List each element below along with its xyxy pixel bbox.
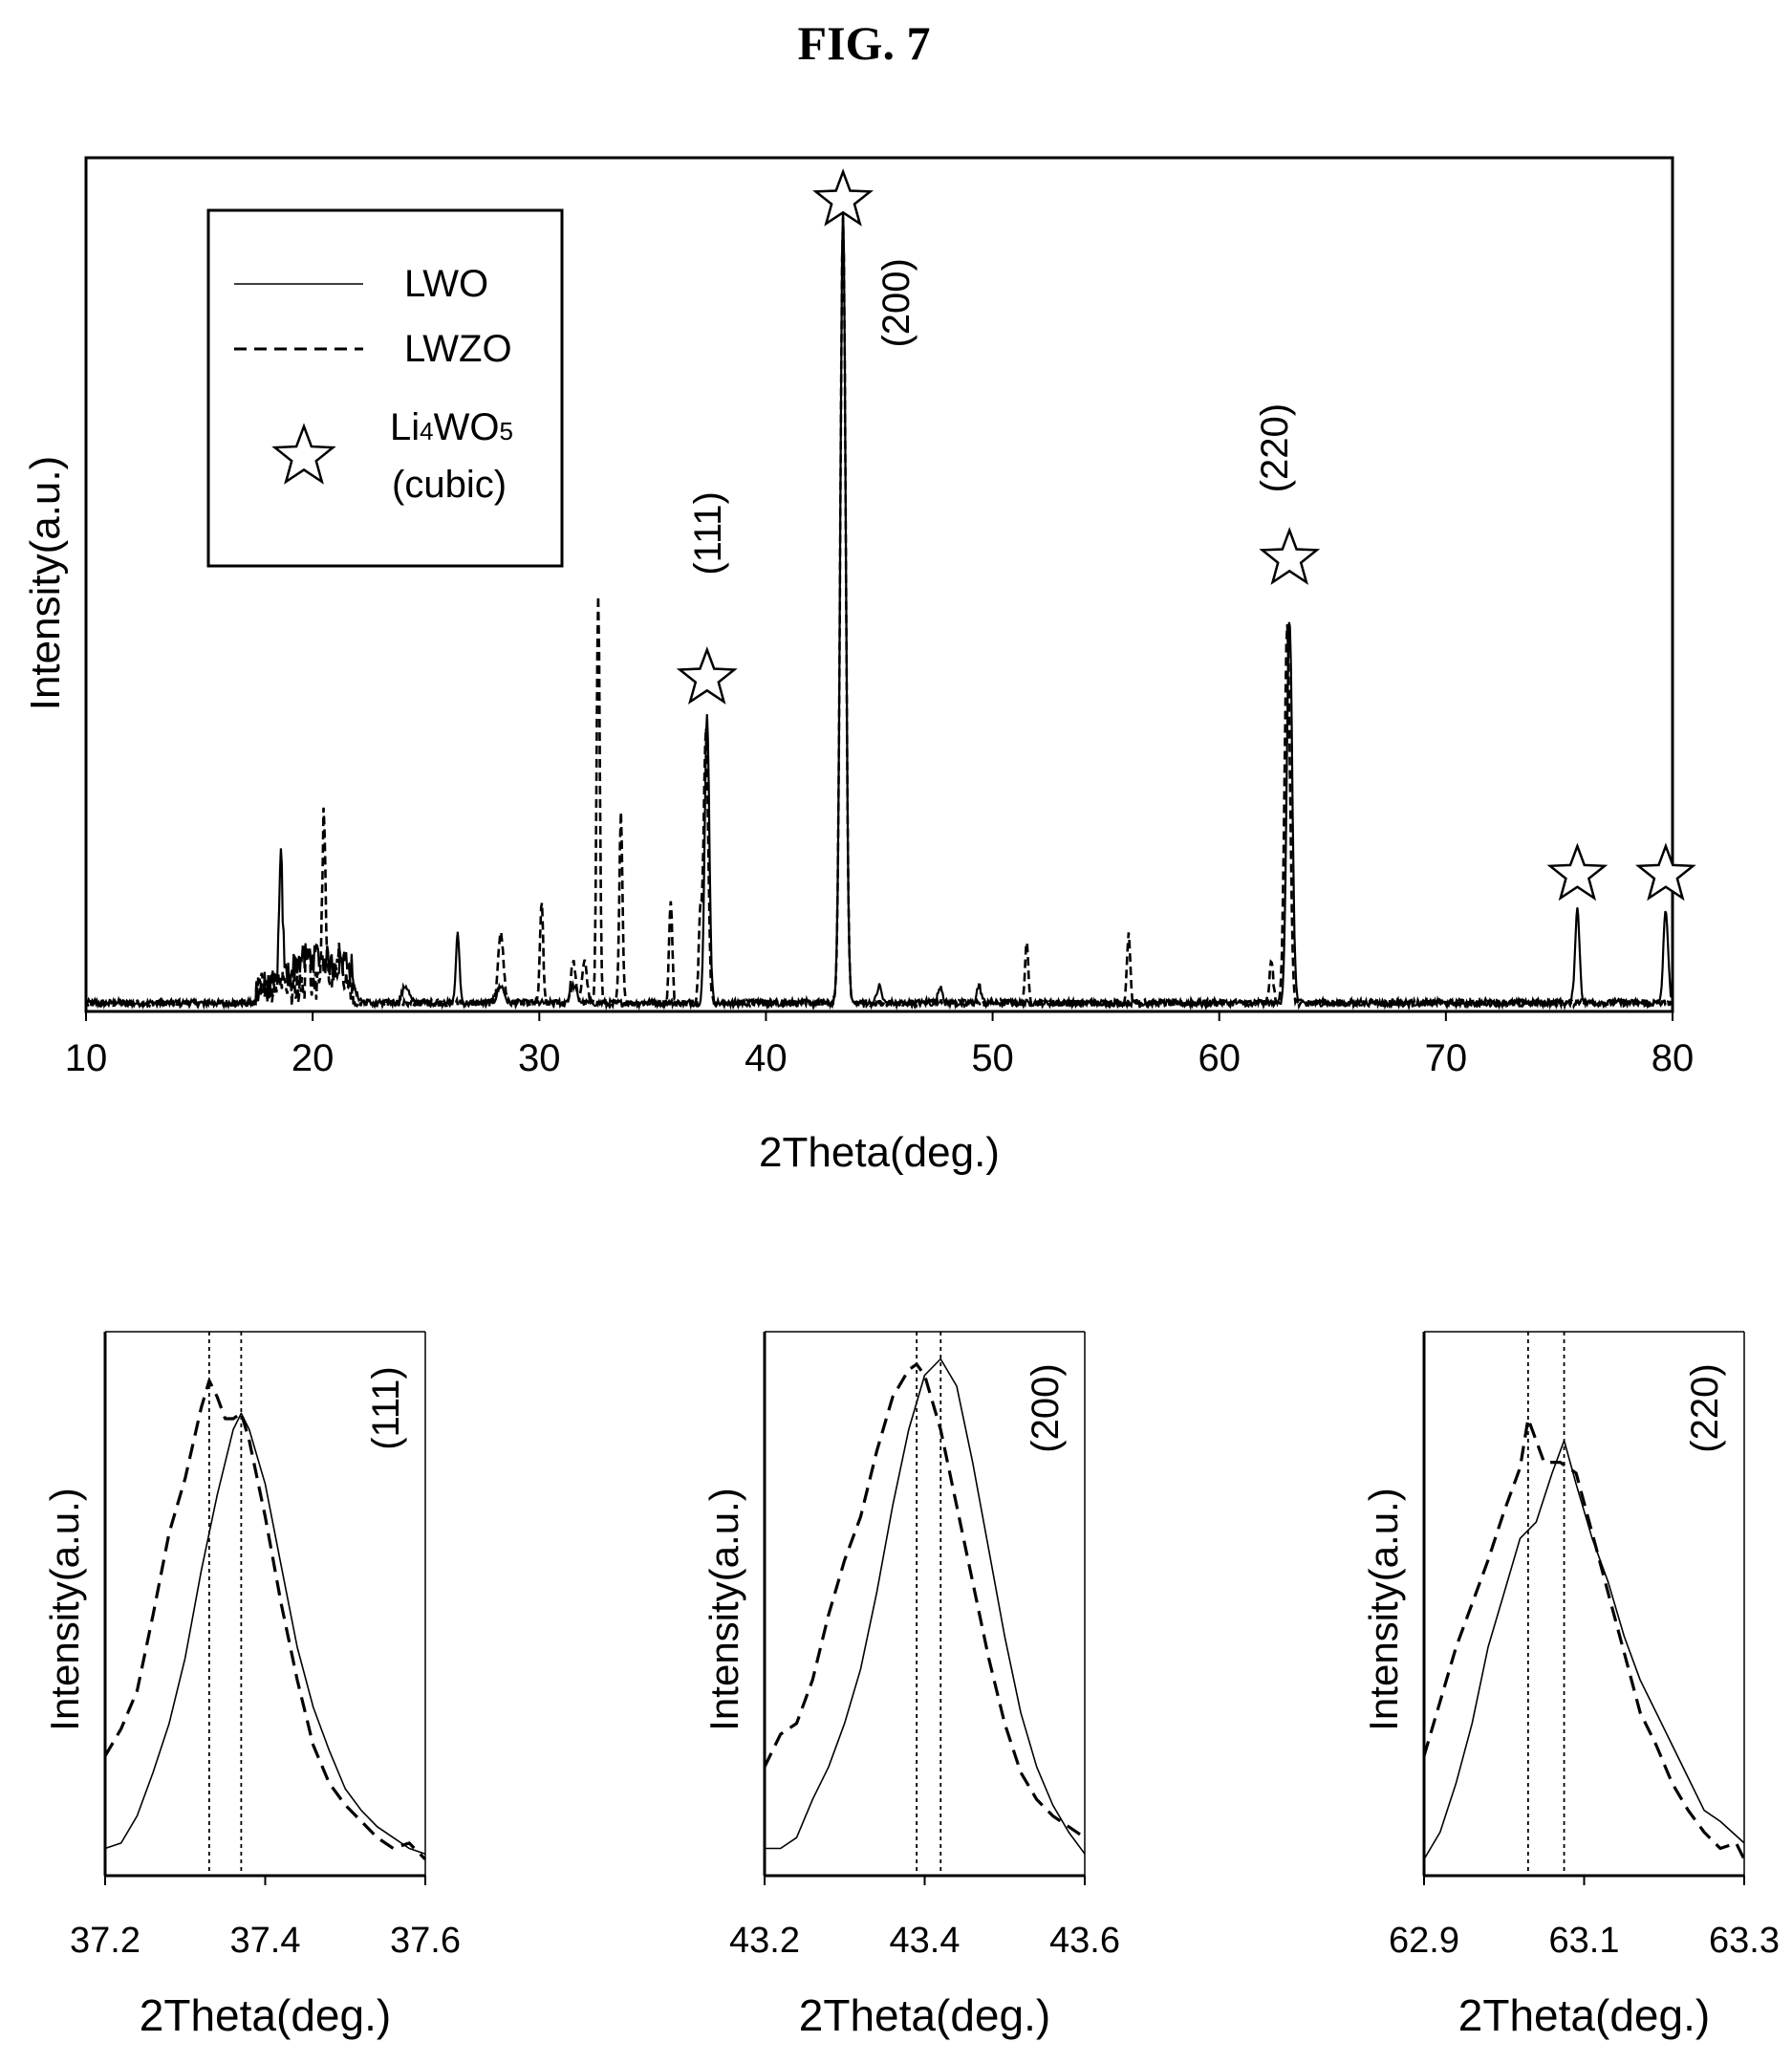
- x-tick-label: 43.4: [890, 1921, 961, 1961]
- inset-peak-annotation: (200): [1025, 1363, 1067, 1452]
- series-line-lwzo: [103, 1379, 427, 1861]
- inset-y-axis-label: Intensity(a.u.): [1361, 1488, 1406, 1730]
- main-x-ticks: 10 20 30 40 50 60 70 80: [65, 1011, 1695, 1079]
- peak-label: (111): [687, 491, 729, 575]
- inset-y-axis-label: Intensity(a.u.): [702, 1488, 746, 1730]
- figure-title: FIG. 7: [798, 16, 931, 70]
- legend-box: [206, 208, 564, 568]
- inset-chart-111: 37.2 37.4 37.6 2Theta(deg.) Intensity(a.u.) (…: [42, 1331, 461, 2040]
- x-tick-label: 80: [1652, 1037, 1695, 1079]
- legend-label-li4wo5: Li4WO5: [390, 406, 513, 448]
- legend-star-shape: [271, 423, 336, 485]
- main-x-axis-label: 2Theta(deg.): [759, 1129, 1000, 1176]
- x-tick-label: 63.3: [1709, 1921, 1780, 1961]
- inset-chart-220: 62.9 63.1 63.3 2Theta(deg.) Intensity(a.u.) (…: [1361, 1331, 1780, 2040]
- inset-x-axis-label: 2Theta(deg.): [1458, 1990, 1710, 2040]
- series-line-lwzo: [763, 1362, 1086, 1839]
- star-marker: [812, 168, 874, 227]
- inset-peak-annotation: (111): [365, 1366, 407, 1449]
- star-marker: [1259, 527, 1321, 585]
- inset-chart-200: 43.2 43.4 43.6 2Theta(deg.) Intensity(a.u.) (…: [702, 1331, 1120, 2040]
- x-tick-label: 20: [291, 1037, 335, 1079]
- main-series: [84, 207, 1673, 1011]
- legend-label-lwzo: LWZO: [404, 328, 512, 370]
- star-marker: [676, 646, 738, 705]
- x-tick-label: 10: [65, 1037, 108, 1079]
- x-tick-label: 63.1: [1549, 1921, 1620, 1961]
- star-marker: [1635, 842, 1696, 902]
- series-line-lwzo: [85, 217, 1673, 1011]
- x-tick-label: 43.6: [1049, 1921, 1120, 1961]
- inset-x-axis-label: 2Theta(deg.): [799, 1990, 1050, 2040]
- main-star-markers: [676, 168, 1696, 902]
- x-tick-label: 60: [1198, 1037, 1241, 1079]
- series-line-lwo: [84, 207, 1673, 1010]
- peak-label: (220): [1254, 403, 1296, 492]
- peak-label: (200): [875, 258, 918, 347]
- x-tick-label: 37.2: [70, 1921, 140, 1961]
- legend-star-icon: [271, 423, 336, 485]
- x-tick-label: 37.4: [230, 1921, 301, 1961]
- main-legend: LWO LWZO Li4WO5 (cubic): [206, 208, 564, 568]
- x-tick-label: 43.2: [729, 1921, 800, 1961]
- inset-peak-annotation: (220): [1684, 1363, 1726, 1452]
- legend-label-lwo: LWO: [404, 263, 488, 305]
- x-tick-label: 62.9: [1389, 1921, 1459, 1961]
- series-line-lwo: [1423, 1440, 1745, 1860]
- series-line-lwo: [104, 1412, 426, 1855]
- x-tick-label: 40: [745, 1037, 788, 1079]
- main-chart: 10 20 30 40 50 60 70 80 (111) (200) (220) 2Theta(…: [22, 156, 1696, 1176]
- main-peak-labels: (111) (200) (220): [687, 258, 1296, 576]
- series-line-lwo: [765, 1358, 1086, 1855]
- x-tick-label: 30: [518, 1037, 561, 1079]
- main-plot-frame: [84, 156, 1674, 1013]
- legend-label-cubic: (cubic): [392, 464, 507, 506]
- inset-x-axis-label: 2Theta(deg.): [140, 1990, 391, 2040]
- inset-y-axis-label: Intensity(a.u.): [42, 1488, 87, 1730]
- star-marker: [1546, 842, 1608, 902]
- x-tick-label: 37.6: [390, 1921, 461, 1961]
- x-tick-label: 70: [1425, 1037, 1468, 1079]
- main-y-axis-label: Intensity(a.u.): [22, 456, 69, 711]
- x-tick-label: 50: [971, 1037, 1014, 1079]
- series-line-lwzo: [1422, 1417, 1746, 1860]
